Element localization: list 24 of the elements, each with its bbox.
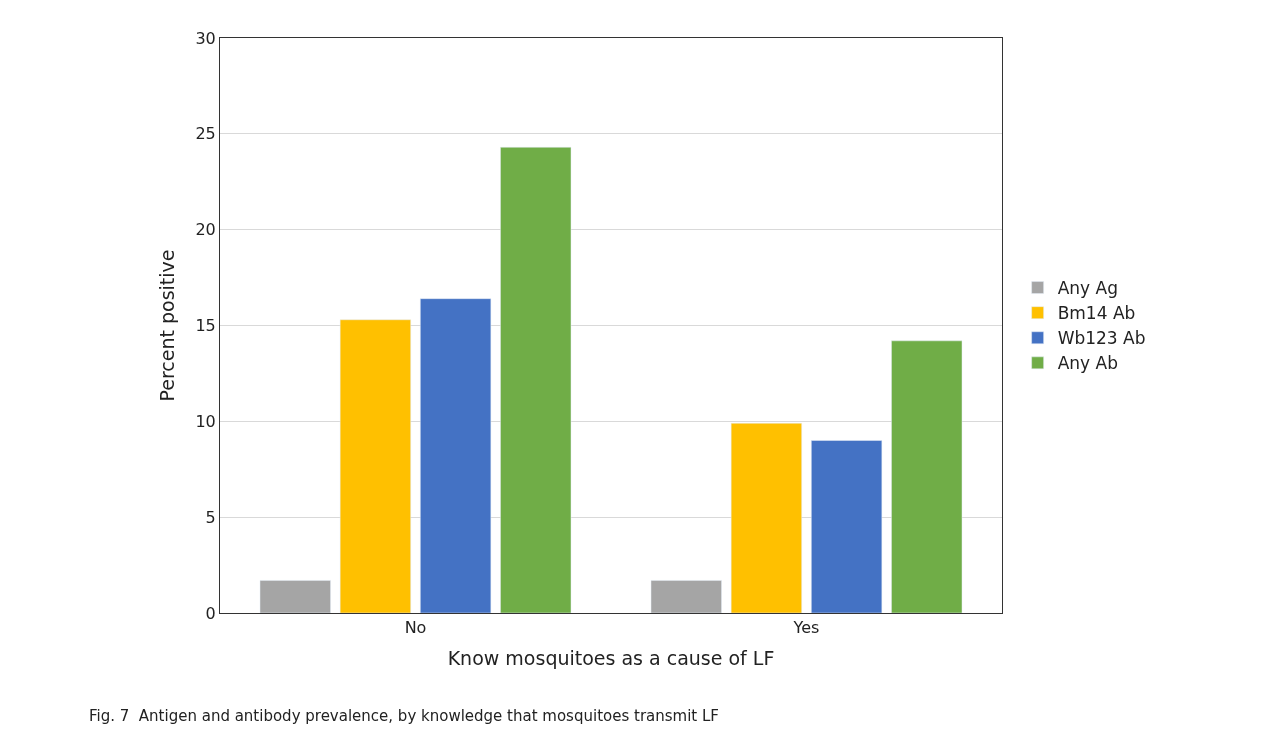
y-tick-label: 25: [195, 124, 216, 144]
y-tick-label: 15: [195, 316, 216, 336]
caption: Fig. 7 Antigen and antibody prevalence, by knowledge that mosquitoes transmit LF: [89, 707, 719, 725]
x-tick-label: Yes: [792, 618, 820, 638]
bar: [811, 440, 883, 613]
y-axis-title: Percent positive: [156, 249, 179, 402]
y-tick-label: 0: [205, 603, 216, 623]
bar: [259, 580, 331, 613]
y-tick-label: 5: [205, 507, 216, 527]
y-tick-label: 20: [195, 220, 216, 240]
x-tick-label: No: [404, 618, 427, 638]
y-tick-label: 30: [195, 28, 216, 48]
bar: [650, 580, 722, 613]
bar: [730, 423, 802, 613]
bar: [891, 340, 963, 613]
bar: [420, 298, 492, 613]
bar: [339, 319, 411, 613]
y-tick-label: 10: [195, 411, 216, 431]
legend-label: Bm14 Ab: [1057, 303, 1136, 324]
bar: [500, 147, 572, 613]
x-axis-title: Know mosquitoes as a cause of LF: [447, 647, 775, 669]
legend-label: Wb123 Ab: [1057, 328, 1146, 349]
legend-label: Any Ag: [1057, 278, 1118, 299]
legend-label: Any Ab: [1057, 353, 1118, 374]
